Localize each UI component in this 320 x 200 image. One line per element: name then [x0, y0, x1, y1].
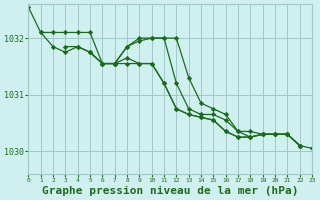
X-axis label: Graphe pression niveau de la mer (hPa): Graphe pression niveau de la mer (hPa): [42, 186, 299, 196]
